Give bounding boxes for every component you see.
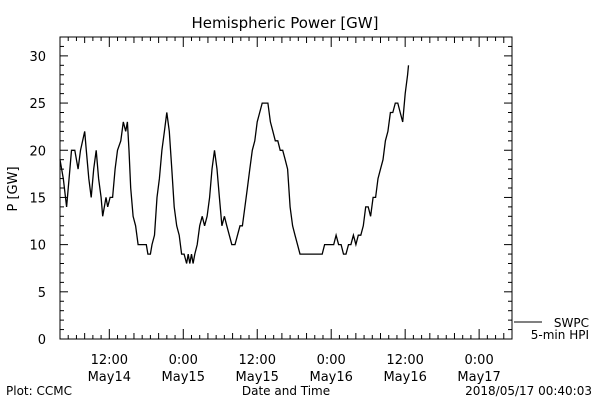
- x-tick-date-label: May16: [383, 370, 426, 385]
- y-tick-label: 30: [29, 50, 46, 65]
- y-axis: 0 5 10 15 20 25 30: [29, 36, 512, 348]
- x-tick-time-label: 12:00: [91, 353, 128, 368]
- x-tick-date-label: May14: [88, 370, 131, 385]
- y-tick-label: 0: [38, 333, 46, 348]
- x-tick-time-label: 0:00: [317, 353, 346, 368]
- x-axis: 12:00 May14 0:00 May15 12:00 May15 0:00 May16 12…: [59, 37, 513, 385]
- x-axis-label: Date and Time: [242, 384, 330, 398]
- series-line-swpc: [59, 65, 410, 264]
- x-tick-date-label: May17: [457, 370, 500, 385]
- plot-timestamp: 2018/05/17 00:40:03: [465, 384, 592, 398]
- x-tick-date-label: May15: [236, 370, 279, 385]
- y-axis-label: P [GW]: [6, 166, 21, 211]
- series-layer: [59, 65, 410, 264]
- y-tick-label: 10: [29, 239, 46, 254]
- x-tick-time-label: 12:00: [386, 353, 423, 368]
- legend-entry: SWPC: [554, 316, 589, 330]
- y-tick-label: 15: [29, 191, 46, 206]
- y-tick-label: 5: [38, 286, 46, 301]
- legend-entry: 5-min HPI: [531, 328, 589, 342]
- y-tick-label: 25: [29, 97, 46, 112]
- x-tick-time-label: 0:00: [169, 353, 198, 368]
- x-tick-time-label: 0:00: [465, 353, 494, 368]
- plot-frame: [59, 36, 513, 340]
- chart-title: Hemispheric Power [GW]: [192, 14, 379, 32]
- x-tick-date-label: May16: [309, 370, 352, 385]
- plot-source-label: Plot: CCMC: [6, 384, 72, 398]
- x-tick-date-label: May15: [162, 370, 205, 385]
- y-tick-label: 20: [29, 144, 46, 159]
- x-tick-time-label: 12:00: [239, 353, 276, 368]
